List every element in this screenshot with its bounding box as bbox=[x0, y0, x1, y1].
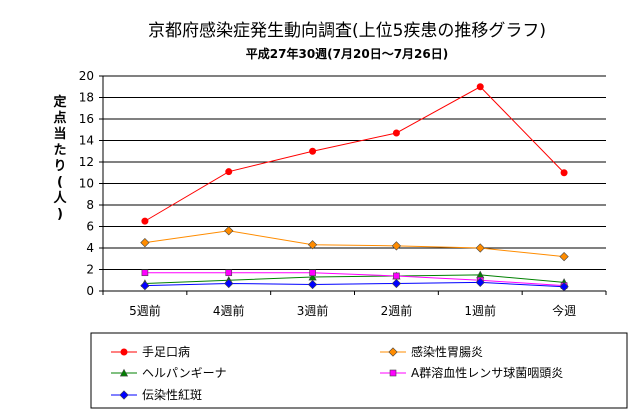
legend-item: A群溶血性レンサ球菌咽頭炎 bbox=[380, 365, 563, 380]
series-group bbox=[140, 83, 569, 292]
data-point bbox=[141, 217, 149, 225]
data-point bbox=[560, 169, 568, 177]
series-line bbox=[144, 274, 565, 284]
y-tick-label: 16 bbox=[79, 112, 94, 126]
data-point bbox=[559, 282, 569, 292]
y-tick-labels: 0 2 4 6 8 10 12 14 16 18 20 bbox=[79, 69, 94, 298]
series-line bbox=[144, 272, 565, 287]
data-point bbox=[391, 278, 402, 289]
y-tick-label: 14 bbox=[79, 134, 94, 148]
legend-item: 感染性胃腸炎 bbox=[380, 344, 483, 359]
data-point bbox=[225, 168, 233, 176]
data-point bbox=[225, 269, 233, 277]
y-tick-label: 6 bbox=[86, 220, 94, 234]
data-point bbox=[391, 241, 402, 251]
y-tick-label: 20 bbox=[79, 69, 94, 83]
series-line bbox=[144, 281, 565, 288]
data-point bbox=[224, 226, 234, 236]
data-point bbox=[140, 238, 150, 248]
data-point bbox=[475, 277, 485, 288]
data-point bbox=[141, 269, 149, 277]
y-axis-label-char: 当 bbox=[53, 126, 66, 142]
y-axis-label-char: 人 bbox=[53, 190, 67, 206]
data-point bbox=[476, 83, 484, 91]
data-point bbox=[307, 279, 318, 290]
y-axis-label-char: ) bbox=[57, 207, 63, 222]
x-tick-label: 1週前 bbox=[464, 303, 496, 318]
data-point bbox=[307, 240, 318, 250]
legend-label: 感染性胃腸炎 bbox=[411, 344, 483, 359]
data-point bbox=[393, 272, 400, 280]
legend-label: 手足口病 bbox=[142, 344, 190, 359]
chart-title: 京都府感染症発生動向調査(上位5疾患の推移グラフ) bbox=[148, 21, 546, 41]
y-tick-label: 4 bbox=[86, 241, 94, 255]
chart-subtitle: 平成27年30週(7月20日～7月26日) bbox=[246, 46, 448, 61]
y-axis-label-char: た bbox=[53, 143, 66, 158]
data-point bbox=[475, 243, 485, 253]
y-tick-label: 0 bbox=[86, 284, 94, 298]
legend-marker bbox=[119, 390, 129, 400]
series-1 bbox=[141, 83, 568, 225]
x-tick-label: 2週前 bbox=[381, 303, 413, 318]
legend-item: ヘルパンギーナ bbox=[111, 366, 227, 380]
y-axis-label-char: 定 bbox=[52, 94, 66, 110]
x-tick-label: 5週前 bbox=[129, 303, 161, 318]
y-tick-label: 18 bbox=[79, 91, 94, 105]
legend-label: ヘルパンギーナ bbox=[142, 366, 227, 380]
x-tick-label: 今週 bbox=[552, 303, 576, 318]
series-2 bbox=[140, 226, 569, 262]
series-5 bbox=[140, 277, 569, 292]
data-point bbox=[559, 251, 569, 262]
legend-marker bbox=[389, 369, 397, 377]
legend-item: 伝染性紅斑 bbox=[111, 387, 202, 402]
y-tick-label: 10 bbox=[79, 177, 94, 191]
legend-frame bbox=[90, 332, 628, 409]
data-point bbox=[309, 147, 317, 155]
series-line bbox=[144, 230, 565, 258]
data-point bbox=[140, 281, 150, 291]
x-tick-label: 3週前 bbox=[297, 303, 329, 318]
data-point bbox=[392, 129, 400, 137]
y-axis-label-char: 点 bbox=[53, 110, 66, 126]
y-axis-label-char: り bbox=[53, 159, 66, 174]
y-tick-label: 2 bbox=[86, 263, 94, 277]
y-tick-label: 12 bbox=[79, 155, 94, 169]
axes bbox=[102, 76, 607, 295]
legend-label: A群溶血性レンサ球菌咽頭炎 bbox=[411, 365, 563, 380]
legend-label: 伝染性紅斑 bbox=[142, 387, 202, 402]
legend-marker bbox=[120, 348, 128, 356]
legend-item: 手足口病 bbox=[111, 344, 190, 359]
y-tick-label: 8 bbox=[86, 198, 94, 212]
x-tick-label: 4週前 bbox=[213, 303, 245, 318]
y-axis-label-char: ( bbox=[57, 175, 63, 190]
series-4 bbox=[141, 269, 568, 289]
data-point bbox=[224, 278, 234, 289]
legend-marker bbox=[388, 347, 398, 357]
data-point bbox=[309, 269, 316, 277]
legend-marker bbox=[119, 368, 129, 377]
grid bbox=[99, 75, 606, 292]
series-line bbox=[144, 86, 565, 222]
y-axis-label: 定点当たり(人) bbox=[52, 94, 67, 222]
x-tick-labels: 5週前 4週前 3週前 2週前 1週前 今週 bbox=[129, 303, 576, 318]
